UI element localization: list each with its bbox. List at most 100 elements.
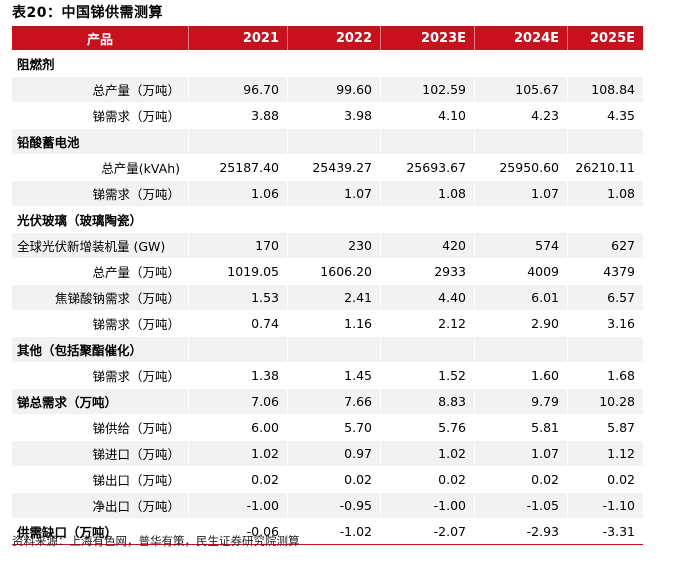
- row-value: 25187.40: [188, 155, 287, 180]
- table-row: 光伏玻璃（玻璃陶瓷）: [12, 207, 643, 233]
- row-value: 1.07: [287, 181, 380, 206]
- row-value: 25693.67: [380, 155, 474, 180]
- table-row: 锑需求（万吨） 3.88 3.98 4.10 4.23 4.35: [12, 103, 643, 129]
- row-value: [380, 129, 474, 154]
- table-row: 净出口（万吨） -1.00 -0.95 -1.00 -1.05 -1.10: [12, 493, 643, 519]
- header-year: 2023E: [380, 26, 474, 50]
- row-value: -2.07: [380, 519, 474, 544]
- row-value: 627: [567, 233, 643, 258]
- row-value: 1.53: [188, 285, 287, 310]
- row-value: 8.83: [380, 389, 474, 414]
- row-value: 0.97: [287, 441, 380, 466]
- row-value: [567, 51, 643, 76]
- table-row: 全球光伏新增装机量 (GW) 170 230 420 574 627: [12, 233, 643, 259]
- row-value: 2.12: [380, 311, 474, 336]
- row-value: 102.59: [380, 77, 474, 102]
- row-value: 1019.05: [188, 259, 287, 284]
- row-value: [287, 51, 380, 76]
- table-row: 锑需求（万吨） 0.74 1.16 2.12 2.90 3.16: [12, 311, 643, 337]
- row-value: 0.02: [567, 467, 643, 492]
- table-row: 铅酸蓄电池: [12, 129, 643, 155]
- row-value: -0.06: [188, 519, 287, 544]
- table-row: 总产量(kVAh) 25187.40 25439.27 25693.67 25950.6…: [12, 155, 643, 181]
- row-value: [188, 337, 287, 362]
- row-value: 2.41: [287, 285, 380, 310]
- row-value: 1.52: [380, 363, 474, 388]
- row-value: 3.98: [287, 103, 380, 128]
- row-value: 1.08: [567, 181, 643, 206]
- row-value: 574: [474, 233, 567, 258]
- row-value: 4379: [567, 259, 643, 284]
- row-value: [567, 207, 643, 232]
- row-value: -1.00: [380, 493, 474, 518]
- row-value: 1.06: [188, 181, 287, 206]
- row-value: [567, 129, 643, 154]
- row-value: 1.38: [188, 363, 287, 388]
- row-value: 0.02: [287, 467, 380, 492]
- table-row: 锑总需求（万吨） 7.06 7.66 8.83 9.79 10.28: [12, 389, 643, 415]
- row-value: 96.70: [188, 77, 287, 102]
- row-value: -0.95: [287, 493, 380, 518]
- row-value: 5.81: [474, 415, 567, 440]
- row-label: 锑需求（万吨）: [92, 317, 180, 332]
- row-value: 1.12: [567, 441, 643, 466]
- row-label: 铅酸蓄电池: [17, 135, 80, 150]
- row-label: 净出口（万吨）: [92, 499, 180, 514]
- row-value: 1606.20: [287, 259, 380, 284]
- table-row: 焦锑酸钠需求（万吨） 1.53 2.41 4.40 6.01 6.57: [12, 285, 643, 311]
- row-value: 99.60: [287, 77, 380, 102]
- row-label: 总产量（万吨）: [92, 83, 180, 98]
- row-value: 1.07: [474, 441, 567, 466]
- row-value: 0.02: [474, 467, 567, 492]
- row-label: 其他（包括聚酯催化）: [17, 343, 143, 358]
- row-value: 7.66: [287, 389, 380, 414]
- row-value: 0.02: [380, 467, 474, 492]
- row-value: 1.68: [567, 363, 643, 388]
- row-value: [474, 337, 567, 362]
- supply-demand-table: 产品 2021 2022 2023E 2024E 2025E 阻燃剂 总产量（万吨…: [12, 26, 643, 545]
- row-label: 锑需求（万吨）: [92, 187, 180, 202]
- row-value: [287, 129, 380, 154]
- row-value: [188, 207, 287, 232]
- row-value: 6.00: [188, 415, 287, 440]
- row-value: [188, 129, 287, 154]
- row-label: 供需缺口（万吨）: [17, 525, 118, 540]
- row-label: 焦锑酸钠需求（万吨）: [54, 291, 180, 306]
- row-value: 6.57: [567, 285, 643, 310]
- row-value: 108.84: [567, 77, 643, 102]
- row-value: [474, 207, 567, 232]
- row-value: 1.45: [287, 363, 380, 388]
- row-value: 1.08: [380, 181, 474, 206]
- row-value: [287, 337, 380, 362]
- row-value: 9.79: [474, 389, 567, 414]
- table-header: 产品 2021 2022 2023E 2024E 2025E: [12, 26, 643, 51]
- table-row: 总产量（万吨） 1019.05 1606.20 2933 4009 4379: [12, 259, 643, 285]
- row-label: 锑供给（万吨）: [92, 421, 180, 436]
- row-value: 3.16: [567, 311, 643, 336]
- source-note: 资料来源：上海有色网，普华有策，民生证券研究院测算: [12, 534, 300, 548]
- row-value: 420: [380, 233, 474, 258]
- row-value: 25439.27: [287, 155, 380, 180]
- header-year: 2021: [188, 26, 287, 50]
- row-value: -1.02: [287, 519, 380, 544]
- row-value: 25950.60: [474, 155, 567, 180]
- row-value: 4009: [474, 259, 567, 284]
- row-value: 170: [188, 233, 287, 258]
- row-value: 1.02: [380, 441, 474, 466]
- table-body: 阻燃剂 总产量（万吨） 96.70 99.60 102.59 105.67 108.84 锑需…: [12, 51, 643, 545]
- row-value: [380, 207, 474, 232]
- table-row: 总产量（万吨） 96.70 99.60 102.59 105.67 108.84: [12, 77, 643, 103]
- row-value: [380, 51, 474, 76]
- row-value: 0.74: [188, 311, 287, 336]
- row-value: 105.67: [474, 77, 567, 102]
- row-label: 总产量（万吨）: [92, 265, 180, 280]
- row-value: 5.76: [380, 415, 474, 440]
- table-row: 锑出口（万吨） 0.02 0.02 0.02 0.02 0.02: [12, 467, 643, 493]
- table-row: 锑需求（万吨） 1.06 1.07 1.08 1.07 1.08: [12, 181, 643, 207]
- row-label: 锑总需求（万吨）: [17, 395, 118, 410]
- row-label: 锑需求（万吨）: [92, 109, 180, 124]
- row-label: 光伏玻璃（玻璃陶瓷）: [17, 213, 143, 228]
- row-value: 7.06: [188, 389, 287, 414]
- row-value: [380, 337, 474, 362]
- row-value: 1.16: [287, 311, 380, 336]
